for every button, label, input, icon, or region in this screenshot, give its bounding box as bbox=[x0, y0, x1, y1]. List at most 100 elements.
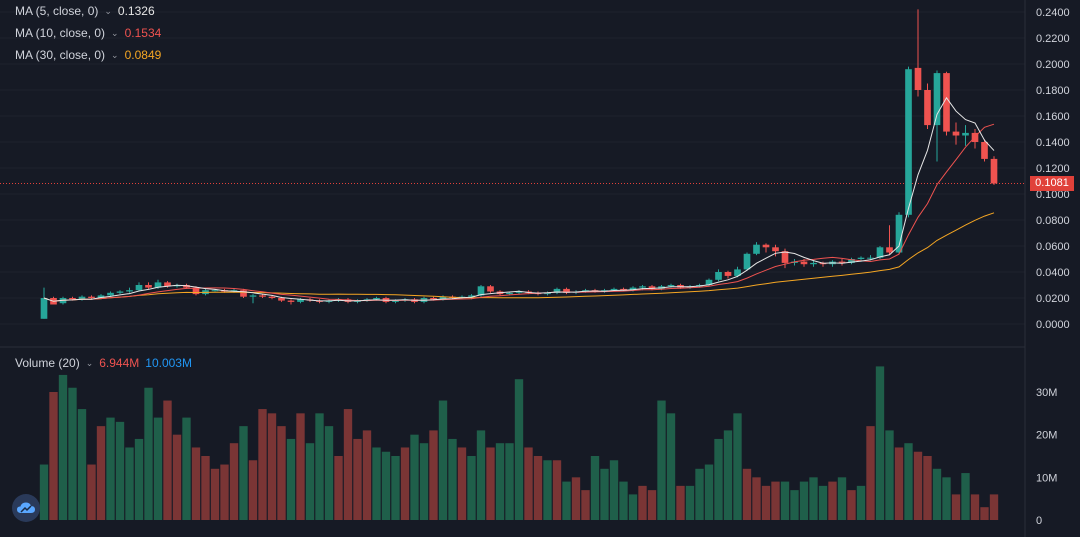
legend-ma5-value: 0.1326 bbox=[117, 4, 155, 18]
volume-tick-label: 10M bbox=[1036, 472, 1057, 484]
volume-bar bbox=[191, 447, 201, 520]
legend-ma5[interactable]: MA (5, close, 0) ⌄ 0.1326 bbox=[15, 4, 155, 18]
volume-bar bbox=[685, 485, 695, 520]
candle-body bbox=[810, 262, 817, 265]
candle-body bbox=[515, 291, 523, 293]
candle-body bbox=[487, 286, 494, 292]
volume-bar bbox=[210, 468, 220, 520]
candle-body bbox=[743, 253, 751, 270]
volume-bar bbox=[277, 426, 286, 520]
volume-bar bbox=[980, 507, 989, 520]
chevron-down-icon[interactable]: ⌄ bbox=[85, 357, 94, 368]
volume-bar bbox=[353, 438, 362, 520]
volume-bar bbox=[676, 485, 685, 520]
candle-body bbox=[629, 287, 637, 291]
volume-bar bbox=[248, 460, 258, 520]
price-tick-label: 0.1800 bbox=[1036, 85, 1070, 97]
volume-bar bbox=[514, 379, 524, 520]
candle-body bbox=[705, 279, 713, 285]
volume-bar bbox=[77, 409, 87, 520]
chevron-down-icon[interactable]: ⌄ bbox=[111, 27, 119, 38]
legend-ma10[interactable]: MA (10, close, 0) ⌄ 0.1534 bbox=[15, 26, 161, 40]
legend-volume[interactable]: Volume (20) ⌄ 6.944M 10.003M bbox=[15, 356, 192, 370]
volume-bar bbox=[457, 447, 467, 520]
volume-bar bbox=[723, 430, 733, 520]
candle-body bbox=[240, 290, 247, 297]
volume-bar bbox=[182, 417, 191, 520]
volume-bar bbox=[761, 485, 771, 520]
volume-bar bbox=[172, 434, 182, 520]
volume-bar bbox=[125, 447, 134, 520]
volume-bar bbox=[201, 456, 210, 520]
price-tick-label: 0.0000 bbox=[1036, 319, 1070, 331]
chevron-down-icon[interactable]: ⌄ bbox=[104, 5, 112, 16]
volume-bar bbox=[562, 481, 571, 520]
volume-bar bbox=[942, 477, 951, 520]
chevron-down-icon[interactable]: ⌄ bbox=[111, 49, 119, 60]
candle-body bbox=[88, 296, 95, 298]
volume-bar bbox=[372, 447, 381, 520]
price-tick-label: 0.2400 bbox=[1036, 7, 1070, 19]
price-tick-label: 0.2000 bbox=[1036, 59, 1070, 71]
volume-bar bbox=[505, 443, 514, 520]
volume-bar bbox=[628, 494, 638, 520]
volume-bar bbox=[657, 400, 666, 520]
candle-body bbox=[544, 292, 551, 295]
candle-body bbox=[753, 244, 760, 254]
volume-bar bbox=[324, 426, 334, 520]
volume-bar bbox=[837, 477, 847, 520]
candle-body bbox=[639, 286, 646, 288]
candle-body bbox=[952, 131, 960, 136]
volume-bar bbox=[590, 456, 600, 520]
candle-body bbox=[287, 300, 295, 302]
candle-body bbox=[392, 300, 399, 302]
legend-ma5-label: MA (5, close, 0) bbox=[15, 4, 99, 18]
candle-body bbox=[762, 244, 770, 248]
volume-bar bbox=[970, 494, 980, 520]
candle-body bbox=[249, 295, 257, 297]
volume-bar bbox=[410, 434, 419, 520]
ma5-line bbox=[43, 96, 995, 302]
legend-ma30[interactable]: MA (30, close, 0) ⌄ 0.0849 bbox=[15, 48, 161, 62]
candle-body bbox=[553, 288, 561, 293]
volume-bar bbox=[220, 464, 229, 520]
legend-ma10-value: 0.1534 bbox=[124, 26, 162, 40]
volume-bar bbox=[923, 456, 932, 520]
last-price-tag: 0.1081 bbox=[1030, 176, 1074, 191]
price-tick-label: 0.1400 bbox=[1036, 137, 1070, 149]
volume-bar bbox=[381, 451, 391, 520]
candle-body bbox=[477, 286, 485, 296]
candle-body bbox=[278, 298, 285, 301]
candle-body bbox=[724, 272, 732, 276]
price-tick-label: 0.0800 bbox=[1036, 215, 1070, 227]
volume-bar bbox=[894, 447, 904, 520]
volume-bar bbox=[429, 430, 438, 520]
volume-bar bbox=[904, 443, 913, 520]
candle-body bbox=[781, 251, 789, 263]
candle-body bbox=[439, 296, 447, 300]
price-tick-label: 0.0400 bbox=[1036, 267, 1070, 279]
candle-body bbox=[610, 288, 618, 291]
volume-bar bbox=[96, 426, 106, 520]
legend-ma30-label: MA (30, close, 0) bbox=[15, 48, 106, 62]
volume-bar bbox=[239, 426, 248, 520]
volume-bar bbox=[391, 456, 400, 520]
volume-bar bbox=[913, 451, 923, 520]
candle-body bbox=[990, 158, 998, 184]
volume-bar bbox=[552, 460, 562, 520]
volume-bar bbox=[790, 490, 799, 520]
price-tick-label: 0.2200 bbox=[1036, 33, 1070, 45]
candle-body bbox=[667, 285, 675, 287]
candle-body bbox=[211, 290, 219, 292]
volume-bar bbox=[695, 468, 704, 520]
cloud-logo-icon[interactable] bbox=[12, 494, 40, 522]
volume-bar bbox=[419, 443, 429, 520]
candle-body bbox=[734, 269, 741, 276]
volume-bar bbox=[733, 413, 742, 520]
candle-body bbox=[430, 298, 437, 300]
price-axis: 0.2400 0.2200 0.2000 0.1800 0.1600 0.1400 0.12… bbox=[1036, 7, 1070, 331]
volume-bar bbox=[438, 400, 448, 520]
candle-body bbox=[933, 73, 941, 126]
volume-bar bbox=[258, 409, 267, 520]
